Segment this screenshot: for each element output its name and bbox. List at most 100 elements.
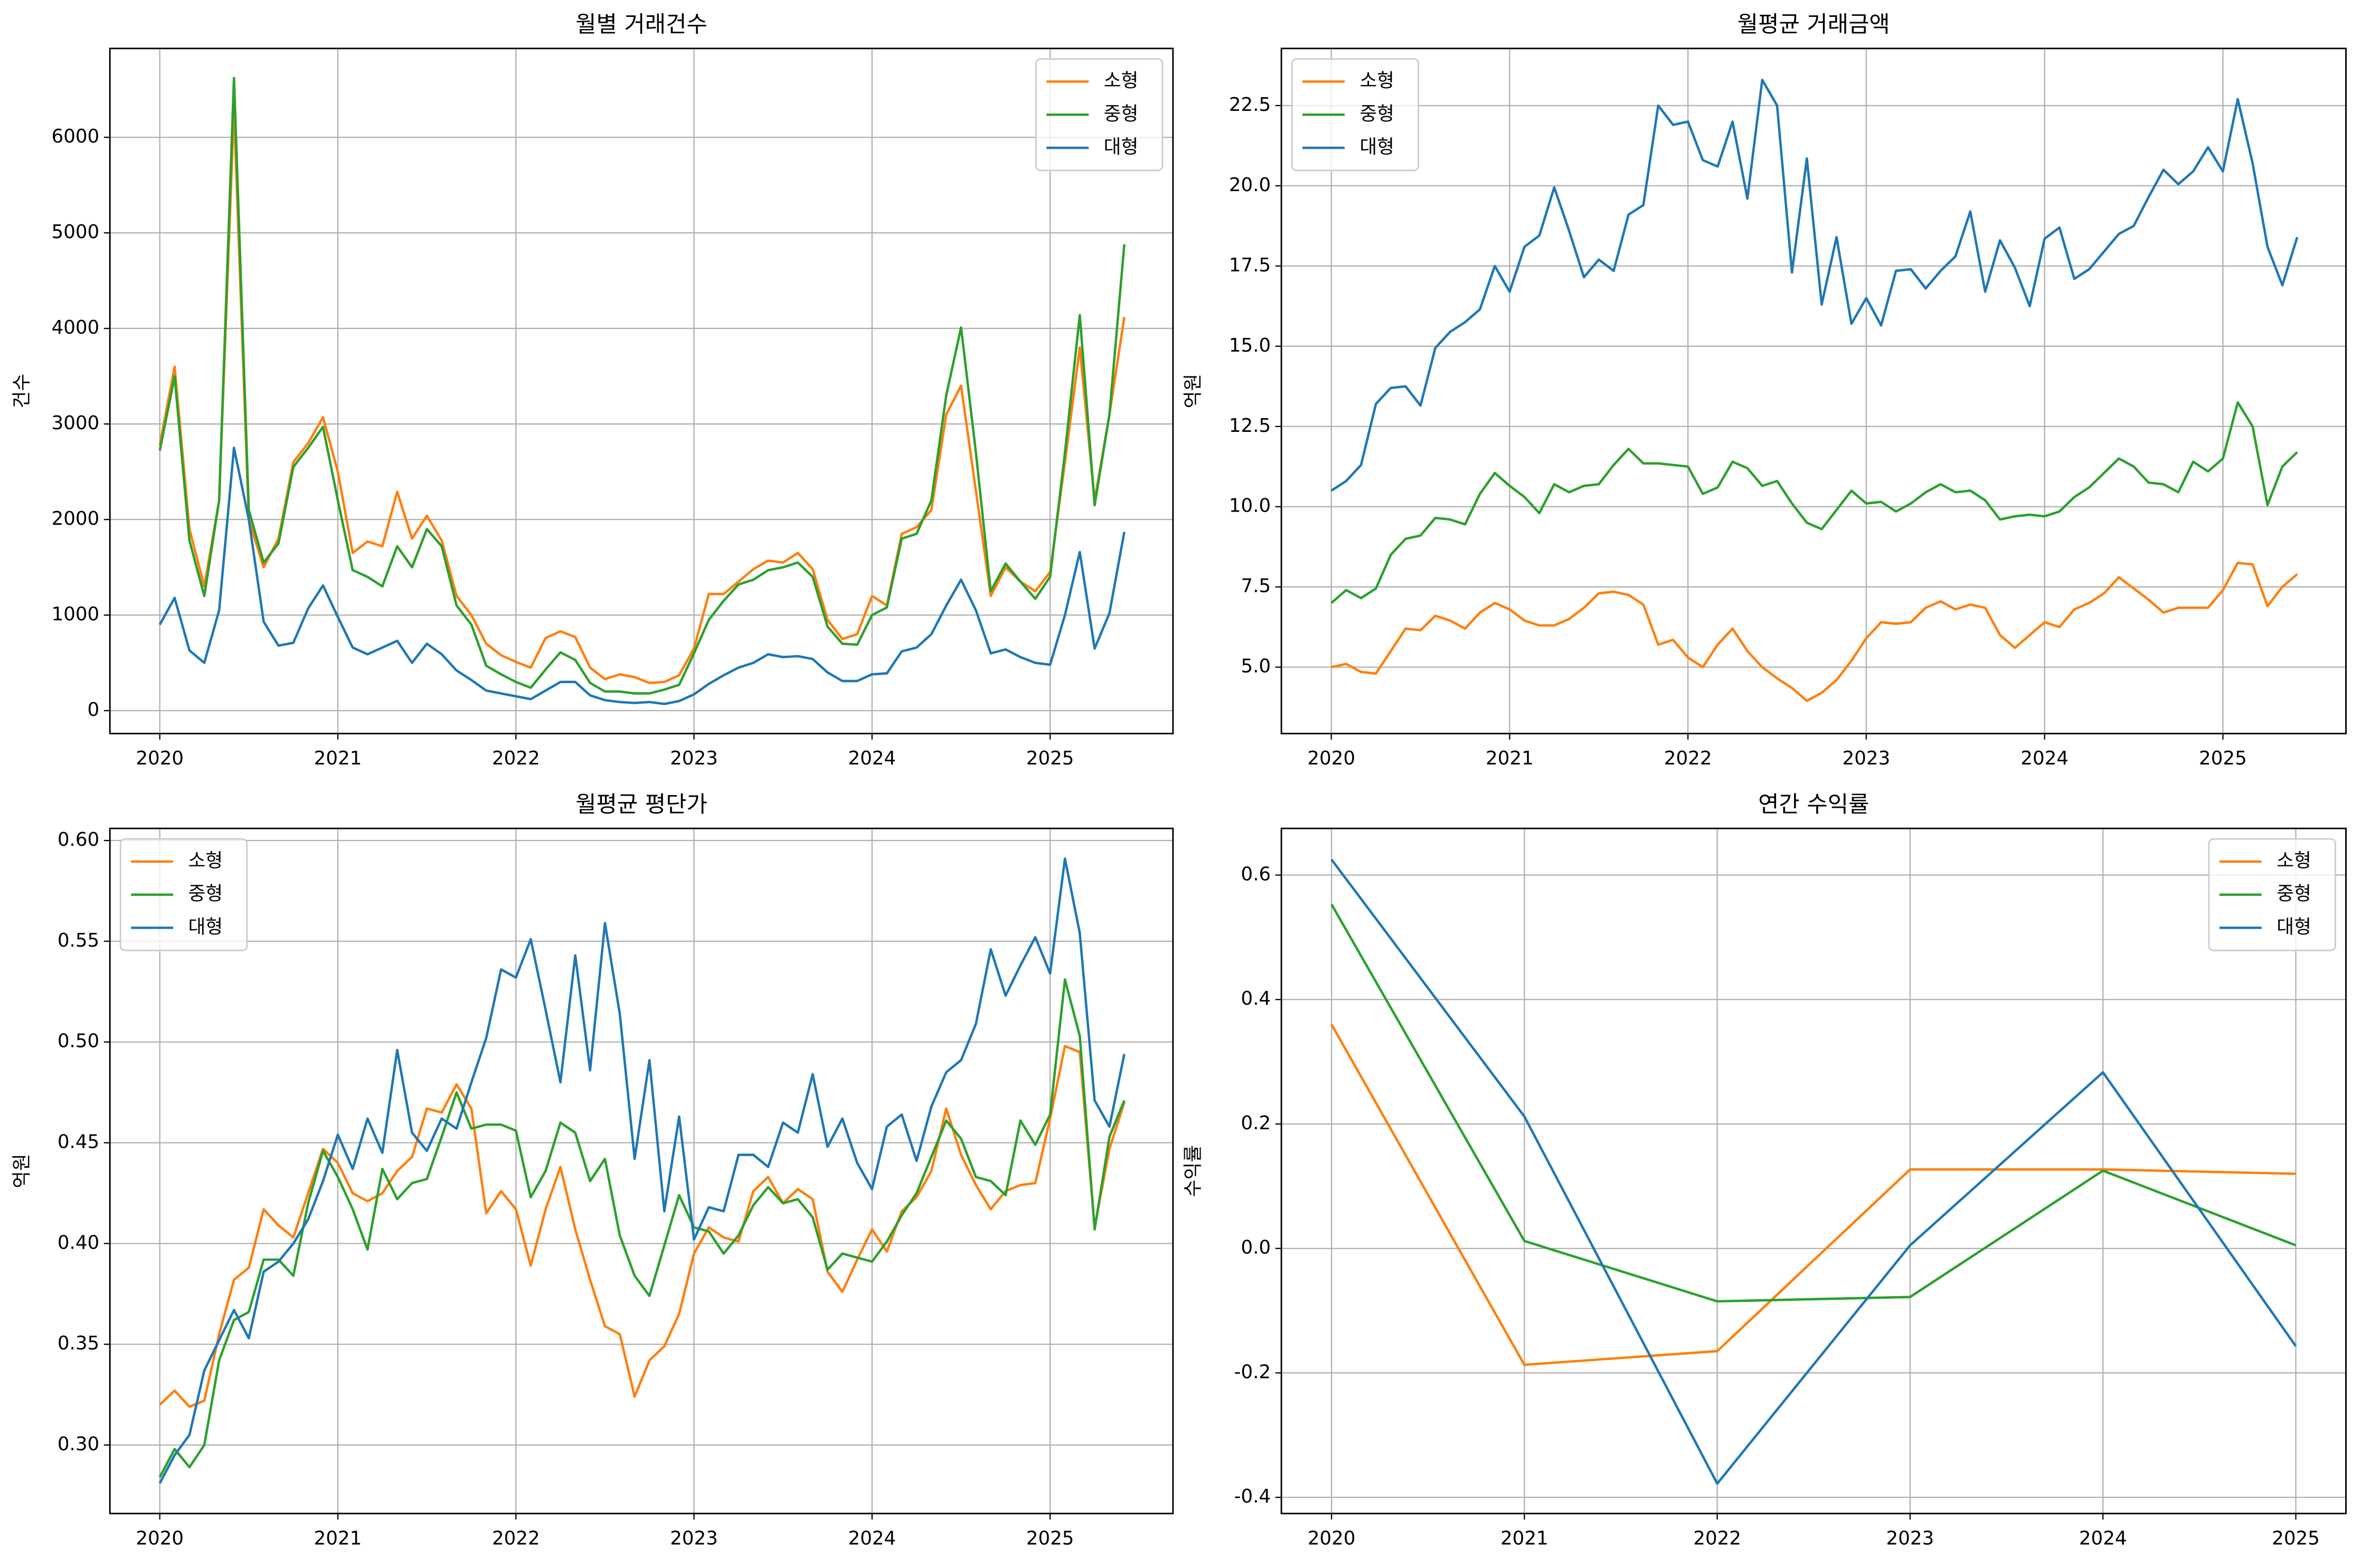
x-tick-label: 2025 (1026, 748, 1074, 769)
x-tick-label: 2025 (2199, 748, 2247, 769)
x-tick-label: 2025 (2272, 1527, 2320, 1549)
y-axis-label: 수익률 (1183, 1145, 1204, 1197)
y-tick-label: 12.5 (1229, 415, 1271, 437)
legend-label: 대형 (1359, 136, 1394, 158)
legend-box (2208, 838, 2336, 951)
legend-label: 소형 (188, 850, 223, 872)
legend-label: 중형 (1104, 103, 1139, 125)
x-tick-label: 2023 (1843, 748, 1891, 769)
y-tick-label: 22.5 (1229, 94, 1271, 116)
x-tick-label: 2022 (492, 748, 540, 769)
y-tick-label: 7.5 (1241, 575, 1271, 597)
legend-label: 중형 (1359, 103, 1394, 125)
x-tick-label: 2022 (492, 1527, 540, 1549)
series-line (158, 77, 1126, 695)
legend-label: 소형 (1359, 70, 1394, 92)
y-axis-label: 억원 (11, 1154, 33, 1188)
x-tick-label: 2022 (1693, 1527, 1741, 1549)
x-tick-label: 2021 (1500, 1527, 1548, 1549)
y-tick-label: 0.30 (58, 1433, 99, 1455)
x-tick-label: 2024 (848, 748, 896, 769)
y-tick-label: 0 (88, 699, 100, 721)
legend-label: 대형 (2277, 916, 2311, 938)
chart-title: 월평균 거래금액 (1737, 11, 1890, 37)
y-tick-label: 15.0 (1229, 335, 1271, 356)
x-tick-label: 2020 (1308, 1527, 1356, 1549)
series-line (1330, 79, 2299, 492)
series-line (1330, 858, 2297, 1485)
x-tick-label: 2021 (314, 1527, 362, 1549)
x-tick-label: 2024 (2020, 748, 2069, 769)
y-tick-label: 10.0 (1229, 495, 1271, 517)
x-tick-label: 2020 (136, 748, 184, 769)
plot-frame (1280, 827, 2347, 1515)
x-tick-label: 2023 (1886, 1527, 1934, 1549)
y-tick-label: 5000 (52, 221, 100, 243)
chart-title: 월평균 평단가 (575, 791, 707, 818)
legend-box (119, 838, 248, 951)
chart-title: 월별 거래건수 (575, 11, 707, 37)
y-tick-label: 0.4 (1241, 988, 1271, 1009)
series-line (1330, 1024, 2296, 1366)
legend-label: 중형 (188, 883, 223, 905)
y-tick-label: 0.2 (1241, 1112, 1271, 1134)
legend-label: 대형 (188, 916, 223, 938)
y-tick-label: -0.4 (1234, 1486, 1271, 1507)
x-tick-label: 2020 (1307, 748, 1355, 769)
y-tick-label: 0.60 (58, 829, 99, 851)
y-tick-label: 2000 (52, 508, 100, 530)
y-axis-label: 억원 (1183, 374, 1204, 409)
plot-frame (109, 827, 1174, 1515)
legend-label: 소형 (1104, 70, 1139, 92)
y-tick-label: 0.40 (58, 1232, 99, 1253)
plot-frame (109, 48, 1174, 734)
legend-label: 소형 (2277, 850, 2311, 872)
y-tick-label: 0.35 (58, 1333, 99, 1354)
y-tick-label: 6000 (52, 126, 100, 147)
chart-title: 연간 수익률 (1758, 791, 1869, 818)
y-tick-label: 20.0 (1229, 174, 1271, 196)
y-tick-label: 0.50 (58, 1031, 99, 1052)
y-tick-label: 1000 (52, 603, 100, 625)
series-line (158, 107, 1126, 684)
y-tick-label: -0.2 (1234, 1361, 1271, 1383)
series-line (1330, 401, 2298, 604)
legend-label: 중형 (2277, 883, 2311, 905)
y-tick-label: 3000 (52, 412, 100, 434)
y-tick-label: 0.6 (1241, 864, 1271, 885)
x-tick-label: 2022 (1664, 748, 1712, 769)
y-axis-label: 건수 (11, 374, 33, 409)
series-line (158, 447, 1126, 705)
series-line (1330, 903, 2297, 1303)
series-line (158, 857, 1126, 1484)
x-tick-label: 2023 (670, 1527, 718, 1549)
y-tick-label: 4000 (52, 317, 100, 338)
x-tick-label: 2024 (848, 1527, 896, 1549)
x-tick-label: 2021 (314, 748, 362, 769)
plot-frame (1280, 48, 2347, 734)
x-tick-label: 2024 (2079, 1527, 2127, 1549)
y-tick-label: 0.45 (58, 1131, 99, 1153)
y-tick-label: 17.5 (1229, 254, 1271, 276)
legend-label: 대형 (1104, 136, 1139, 158)
legend-box (1291, 58, 1420, 172)
series-line (1331, 561, 2298, 702)
x-tick-label: 2020 (136, 1527, 184, 1549)
x-tick-label: 2021 (1486, 748, 1534, 769)
series-line (158, 978, 1126, 1478)
x-tick-label: 2025 (1026, 1527, 1074, 1549)
y-tick-label: 0.55 (58, 930, 99, 951)
x-tick-label: 2023 (670, 748, 718, 769)
y-tick-label: 5.0 (1241, 656, 1271, 677)
y-tick-label: 0.0 (1241, 1237, 1271, 1259)
legend-box (1035, 58, 1164, 172)
